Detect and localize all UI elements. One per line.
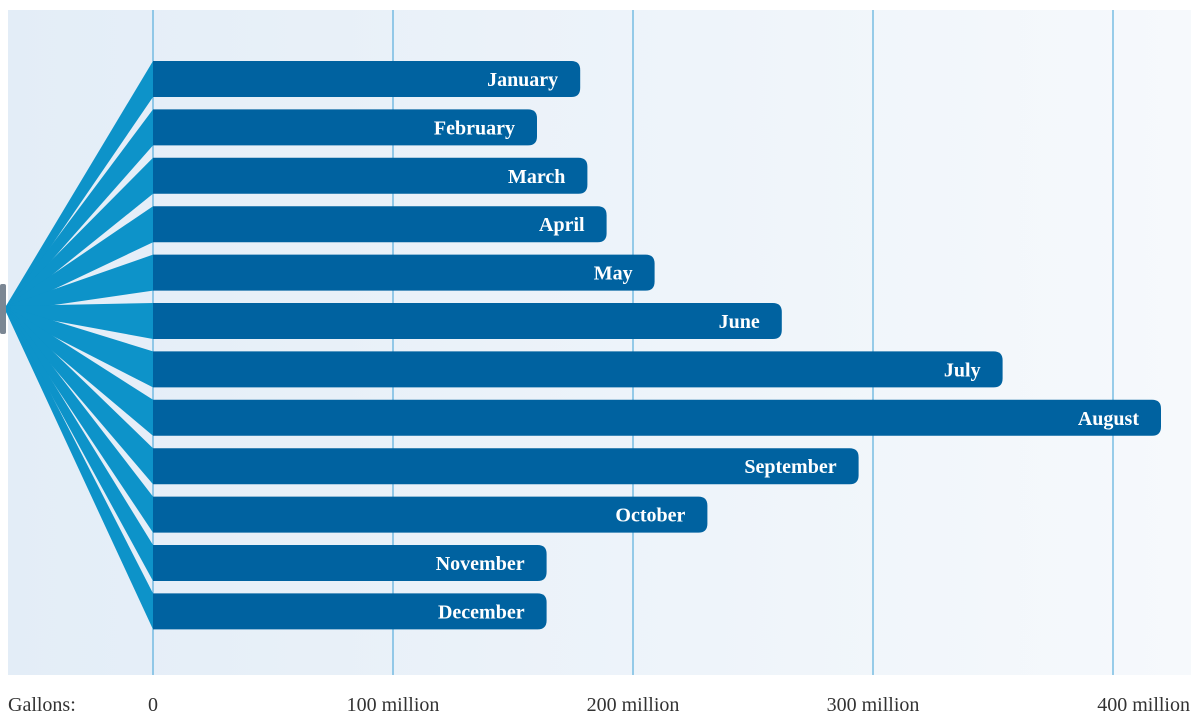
bar-label: January [487,69,558,91]
bar-label: September [744,456,836,478]
bar [153,593,547,630]
bar-label: October [615,505,685,527]
bar-label: June [719,311,760,333]
x-tick-label: 300 million [827,694,920,716]
bar [153,545,547,581]
bar [153,351,1003,388]
bar [153,109,537,146]
fan-connector [6,254,153,312]
bar [153,61,581,97]
fan-connector [6,306,153,436]
fan-connector [6,306,153,388]
fan-connector [6,206,153,312]
bar-label: February [434,117,515,139]
fan-connector [6,306,153,485]
bar [153,206,607,243]
fan-connector [6,109,153,313]
bar [153,399,1161,436]
bar-label: December [438,601,525,623]
fan-connector [6,303,153,339]
bar-label: March [508,166,565,188]
x-tick-label: 0 [148,694,158,716]
bar [153,303,782,339]
bar-label: July [944,359,981,381]
x-axis-ticks: Gallons: 0 100 million 200 million 300 mill… [8,694,1190,716]
hub-marker [0,284,6,334]
bar [153,448,859,485]
fan-connector [6,306,153,581]
x-tick-label: 200 million [587,694,680,716]
bar-label: August [1078,408,1139,430]
fan-connectors [6,61,153,630]
bar-label: May [594,263,633,285]
fan-connector [6,157,153,312]
fan-connector [6,306,153,630]
bar-label: April [539,214,585,236]
bar [153,496,708,533]
bar [153,157,588,194]
fan-connector [6,306,153,533]
bars: January February March April May June July Augu… [153,61,1161,630]
fan-connector [6,61,153,312]
x-tick-label: 400 million [1097,694,1190,716]
bar [153,254,655,291]
bar-label: November [436,553,525,575]
x-axis-prefix: Gallons: [8,694,76,716]
x-tick-label: 100 million [347,694,440,716]
